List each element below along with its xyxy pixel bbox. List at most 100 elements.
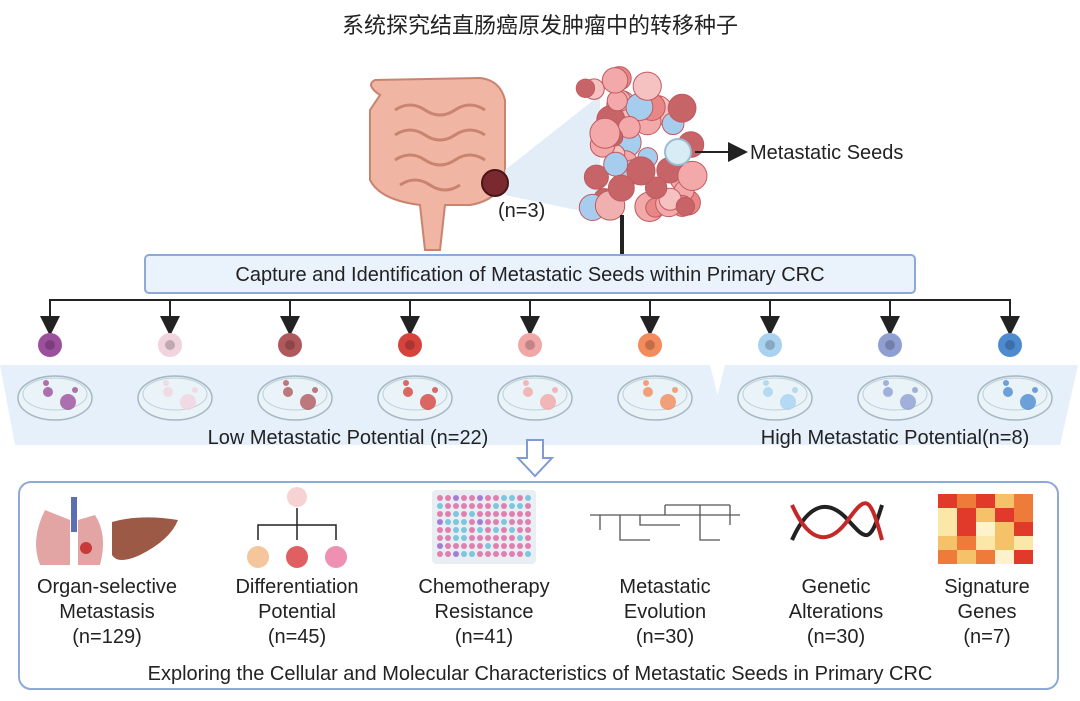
trachea [71,497,77,532]
well [469,519,475,525]
colony [72,387,78,393]
colony [403,387,413,397]
characteristic-line2: Evolution [624,601,706,623]
dish-rim [142,377,208,411]
cell-nucleus [165,340,175,350]
well [477,503,483,509]
page-title: 系统探究结直肠癌原发肿瘤中的转移种子 [342,14,738,39]
zoom-cone [505,95,600,215]
stem-cell [287,487,307,507]
colony [432,387,438,393]
dish-rim [262,377,328,411]
cell-nucleus [1005,340,1015,350]
well [501,551,507,557]
well [445,503,451,509]
well [509,551,515,557]
petri-dish-icon [137,375,213,421]
cell-nucleus [885,340,895,350]
well [477,535,483,541]
characteristic-count: (n=45) [268,626,326,648]
well [509,511,515,517]
well [485,519,491,525]
well [445,543,451,549]
tumor-cell [603,151,629,177]
well [437,503,443,509]
characteristic-count: (n=30) [636,626,694,648]
well [517,543,523,549]
dish-rim [382,377,448,411]
petri-dish-icon [617,375,693,421]
well [437,551,443,557]
characteristic-line1: Differentiation [235,576,358,598]
heatmap-cell [938,522,957,536]
well [469,495,475,501]
well [493,519,499,525]
colony [1032,387,1038,393]
tumor-cell [675,196,696,217]
colony [540,394,556,410]
well [517,495,523,501]
well [461,503,467,509]
heatmap-cell [938,550,957,564]
well [517,527,523,533]
well [437,543,443,549]
petri-dish-icon [17,375,93,421]
colony [552,387,558,393]
tumor-cell [583,164,609,190]
heatmap-cell [957,494,976,508]
heatmap-cell [976,508,995,522]
capture-box [144,254,916,294]
colony [312,387,318,393]
well [461,535,467,541]
well [437,519,443,525]
well [501,519,507,525]
well [485,503,491,509]
well [485,551,491,557]
well [493,503,499,509]
differentiated-cell [286,546,308,568]
characteristic-line2: Genes [958,601,1017,623]
well [453,503,459,509]
well [501,527,507,533]
colony [283,380,289,386]
well [485,527,491,533]
tumor-cell [589,117,621,149]
dish-rim [982,377,1048,411]
colony [763,387,773,397]
characteristic-count: (n=129) [72,626,142,648]
petri-dish-icon [257,375,333,421]
tumor-cell [607,174,635,202]
colony [883,387,893,397]
differentiated-cell [247,546,269,568]
well [469,535,475,541]
seed-cell-icon [278,333,302,357]
well [469,543,475,549]
well [445,535,451,541]
well [493,543,499,549]
colony [1003,380,1009,386]
well [517,535,523,541]
well [493,495,499,501]
well [477,519,483,525]
tumor-cell [606,90,628,112]
well [453,551,459,557]
well [493,535,499,541]
petri-dish-icon [497,375,573,421]
colony [43,380,49,386]
seed-cell-icon [998,333,1022,357]
footer-label: Exploring the Cellular and Molecular Cha… [148,663,933,685]
well [445,551,451,557]
well [461,511,467,517]
well [437,495,443,501]
heatmap-cell [995,522,1014,536]
heatmap-cell [995,536,1014,550]
colony [792,387,798,393]
characteristic-line1: Metastatic [619,576,710,598]
petri-dish-icon [977,375,1053,421]
well [477,495,483,501]
capture-label: Capture and Identification of Metastatic… [235,264,824,286]
well [469,511,475,517]
characteristic-count: (n=7) [963,626,1010,648]
colony [420,394,436,410]
